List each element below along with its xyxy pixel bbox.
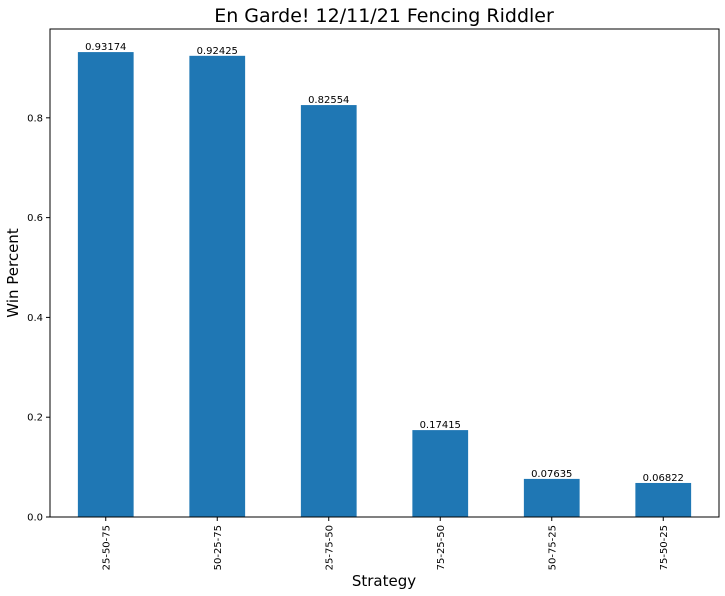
y-tick-label: 0.2 bbox=[27, 413, 43, 424]
y-tick-label: 0.8 bbox=[27, 113, 43, 124]
plot-frame bbox=[49, 28, 720, 518]
bar bbox=[189, 55, 246, 518]
bar-value-label: 0.17415 bbox=[420, 420, 461, 431]
y-tick-label: 0.0 bbox=[27, 513, 43, 524]
y-tick-label: 0.6 bbox=[27, 213, 43, 224]
bar bbox=[523, 478, 580, 517]
x-tick-label: 25-50-75 bbox=[101, 525, 112, 570]
bar-value-label: 0.82554 bbox=[308, 95, 349, 106]
x-tick-label: 50-75-25 bbox=[547, 525, 558, 570]
x-tick-label: 75-50-25 bbox=[659, 525, 670, 570]
bar-value-label: 0.92425 bbox=[197, 46, 238, 57]
bar bbox=[412, 430, 469, 517]
bar-value-label: 0.93174 bbox=[85, 42, 126, 53]
bar bbox=[635, 482, 692, 517]
bar bbox=[300, 105, 357, 518]
x-tick-label: 25-75-50 bbox=[324, 525, 335, 570]
y-tick-label: 0.4 bbox=[27, 313, 43, 324]
x-tick-label: 75-25-50 bbox=[436, 525, 447, 570]
x-tick-label: 50-25-75 bbox=[213, 525, 224, 570]
bar bbox=[77, 52, 134, 517]
y-axis-label: Win Percent bbox=[4, 228, 22, 318]
bar-value-label: 0.07635 bbox=[531, 469, 572, 480]
chart-title: En Garde! 12/11/21 Fencing Riddler bbox=[214, 5, 554, 27]
bar-value-label: 0.06822 bbox=[643, 473, 684, 484]
x-axis-label: Strategy bbox=[352, 572, 416, 590]
plot-area: 0.0 0.2 0.4 0.6 0.8 0.93174 25-50-75 0.92425 50-… bbox=[27, 42, 692, 570]
